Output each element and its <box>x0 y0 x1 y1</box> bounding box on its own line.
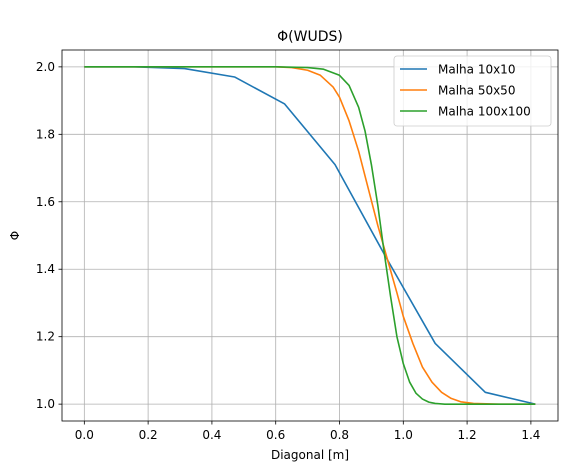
legend-box <box>393 55 552 127</box>
legend: Malha 10x10 Malha 50x50 Malha 100x100 <box>393 55 552 127</box>
legend-label-1: Malha 10x10 <box>438 63 515 77</box>
y-tick-label: 1.6 <box>36 195 55 209</box>
x-tick-label: 0.6 <box>266 428 285 442</box>
y-tick-label: 1.0 <box>36 397 55 411</box>
y-tick-label: 1.8 <box>36 127 55 141</box>
x-tick-label: 1.4 <box>521 428 540 442</box>
x-axis-label: Diagonal [m] <box>271 448 349 462</box>
y-tick-label: 1.4 <box>36 262 55 276</box>
x-tick-label: 0.4 <box>202 428 221 442</box>
series-line-3 <box>84 66 536 405</box>
plot-frame <box>61 49 559 422</box>
x-tick-label: 1.2 <box>458 428 477 442</box>
x-tick-label: 0.8 <box>330 428 349 442</box>
legend-label-2: Malha 50x50 <box>438 84 515 98</box>
series-line-1 <box>84 66 536 405</box>
y-axis-label: Φ <box>8 231 22 240</box>
y-tick-label: 1.2 <box>36 330 55 344</box>
chart-title: Φ(WUDS) <box>277 29 343 45</box>
legend-label-3: Malha 100x100 <box>438 105 531 119</box>
axis-ticks: 0.0 0.2 0.4 0.6 0.8 1.0 1.2 1.4 1.0 1.2 1.4 1.6 1.8 2… <box>36 60 541 442</box>
y-tick-label: 2.0 <box>36 60 55 74</box>
x-tick-label: 1.0 <box>394 428 413 442</box>
x-tick-label: 0.2 <box>139 428 158 442</box>
x-tick-label: 0.0 <box>75 428 94 442</box>
series-lines <box>84 66 536 405</box>
